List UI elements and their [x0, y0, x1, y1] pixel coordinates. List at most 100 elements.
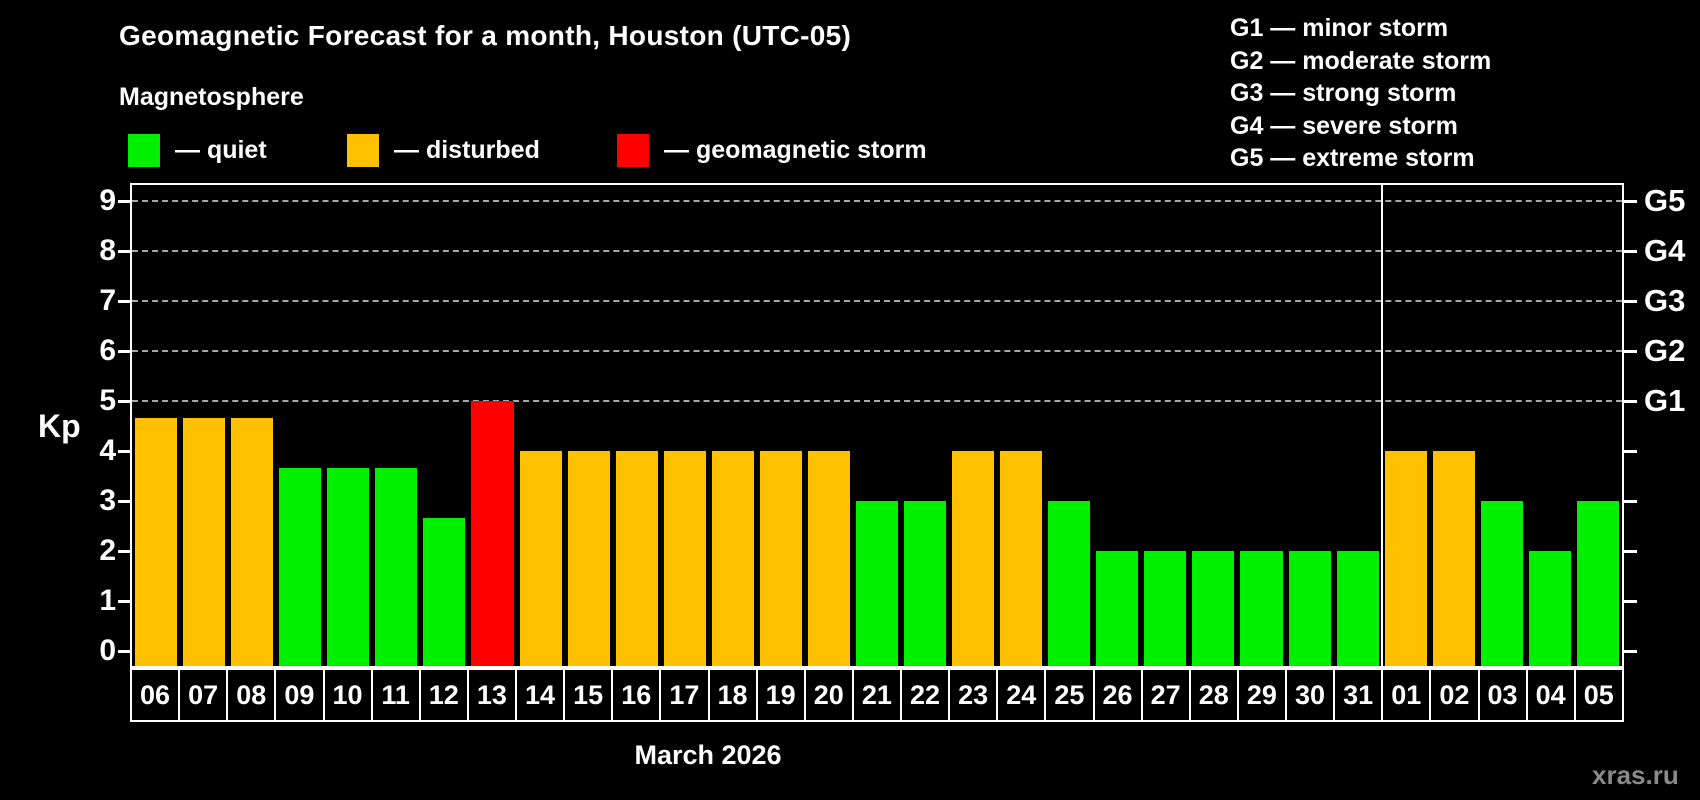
- gridline-kp9: [132, 200, 1622, 202]
- day-label-27: 27: [1140, 668, 1191, 722]
- right-tick-kp9: [1624, 200, 1637, 203]
- day-label-17: 17: [659, 668, 710, 722]
- legend-item-quiet: — quiet: [128, 133, 267, 167]
- right-tick-kp8: [1624, 250, 1637, 253]
- day-label-15: 15: [563, 668, 614, 722]
- right-tick-kp1: [1624, 600, 1637, 603]
- right-tick-kp2: [1624, 550, 1637, 553]
- bar-day-23: [952, 451, 995, 666]
- disturbed-color-swatch: [347, 133, 379, 167]
- bar-day-12: [423, 517, 466, 666]
- right-axis-label-g1: G1: [1644, 383, 1686, 418]
- right-axis-label-g3: G3: [1644, 283, 1686, 318]
- bar-day-22: [904, 501, 947, 666]
- left-tick-kp7: [118, 300, 130, 303]
- bar-day-03: [1480, 501, 1523, 666]
- day-label-10: 10: [322, 668, 373, 722]
- day-label-13: 13: [466, 668, 517, 722]
- right-tick-kp7: [1624, 300, 1637, 303]
- day-label-05: 05: [1573, 668, 1624, 722]
- day-label-12: 12: [418, 668, 469, 722]
- y-tick-label-2: 2: [99, 534, 116, 567]
- left-tick-kp4: [118, 450, 130, 453]
- day-label-07: 07: [178, 668, 229, 722]
- bar-day-14: [519, 451, 562, 666]
- right-axis-label-g4: G4: [1644, 233, 1686, 268]
- right-tick-kp4: [1624, 450, 1637, 453]
- bar-day-21: [855, 501, 899, 666]
- g-scale-legend: G1 — minor storm G2 — moderate storm G3 …: [1230, 12, 1491, 175]
- g2-legend-line: G2 — moderate storm: [1230, 46, 1492, 75]
- left-tick-kp8: [118, 250, 130, 253]
- y-tick-label-0: 0: [99, 634, 116, 667]
- g5-legend-line: G5 — extreme storm: [1230, 144, 1475, 172]
- legend-label-quiet: — quiet: [175, 136, 267, 164]
- y-tick-label-5: 5: [99, 384, 116, 417]
- bar-day-25: [1048, 501, 1091, 666]
- gridline-kp7: [132, 300, 1622, 302]
- legend-label-disturbed: — disturbed: [394, 136, 540, 164]
- day-label-19: 19: [755, 668, 806, 722]
- bar-day-28: [1192, 551, 1235, 666]
- day-label-16: 16: [611, 668, 662, 722]
- bar-day-13: [471, 401, 514, 666]
- day-label-26: 26: [1092, 668, 1143, 722]
- bar-day-30: [1288, 551, 1331, 666]
- day-label-25: 25: [1044, 668, 1095, 722]
- day-label-11: 11: [370, 668, 421, 722]
- right-axis-label-g5: G5: [1644, 183, 1686, 218]
- day-label-20: 20: [803, 668, 854, 722]
- y-tick-label-7: 7: [99, 284, 116, 317]
- left-tick-kp5: [118, 400, 130, 403]
- right-tick-kp5: [1624, 400, 1637, 403]
- y-tick-label-3: 3: [99, 484, 116, 517]
- day-label-row: 06 07 08 09 10 11 12 13 14 15 16 17 18 19 20 21 22 23 24 25…: [130, 668, 1624, 722]
- bar-day-06: [135, 417, 178, 666]
- bar-day-10: [327, 467, 370, 666]
- y-tick-label-9: 9: [99, 184, 116, 217]
- bar-day-05: [1576, 501, 1619, 666]
- day-label-02: 02: [1429, 668, 1480, 722]
- day-label-08: 08: [226, 668, 277, 722]
- left-tick-kp0: [118, 650, 130, 653]
- legend-item-disturbed: — disturbed: [347, 133, 540, 167]
- bar-day-27: [1144, 551, 1187, 666]
- legend-item-storm: — geomagnetic storm: [617, 133, 927, 167]
- x-axis-title: March 2026: [634, 740, 782, 770]
- right-tick-kp6: [1624, 350, 1637, 353]
- left-tick-kp1: [118, 600, 130, 603]
- bar-day-31: [1336, 551, 1379, 666]
- bar-day-29: [1240, 551, 1283, 666]
- day-label-30: 30: [1285, 668, 1336, 722]
- quiet-color-swatch: [128, 133, 160, 167]
- bar-day-18: [711, 451, 754, 666]
- day-label-09: 09: [274, 668, 325, 722]
- y-tick-label-1: 1: [99, 584, 116, 617]
- day-label-14: 14: [515, 668, 566, 722]
- gridline-kp8: [132, 250, 1622, 252]
- day-label-24: 24: [996, 668, 1047, 722]
- bar-day-20: [807, 451, 850, 666]
- day-label-28: 28: [1188, 668, 1239, 722]
- month-separator-line: [1380, 185, 1383, 666]
- day-label-01: 01: [1381, 668, 1432, 722]
- day-label-22: 22: [900, 668, 951, 722]
- day-label-29: 29: [1236, 668, 1287, 722]
- y-tick-label-6: 6: [99, 334, 116, 367]
- right-tick-kp3: [1624, 500, 1637, 503]
- day-label-31: 31: [1333, 668, 1384, 722]
- magnetosphere-subtitle: Magnetosphere: [119, 83, 304, 111]
- right-axis-label-g2: G2: [1644, 333, 1686, 368]
- day-label-18: 18: [707, 668, 758, 722]
- bar-day-04: [1528, 551, 1571, 666]
- gridline-kp6: [132, 350, 1622, 352]
- watermark-xras: xras.ru: [1592, 760, 1679, 790]
- gridline-kp5: [132, 400, 1622, 402]
- bar-day-01: [1384, 451, 1427, 666]
- left-tick-kp6: [118, 350, 130, 353]
- storm-color-swatch: [617, 133, 649, 167]
- right-tick-kp0: [1624, 650, 1637, 653]
- bar-day-02: [1432, 451, 1475, 666]
- bar-day-15: [567, 451, 610, 666]
- day-label-06: 06: [130, 668, 181, 722]
